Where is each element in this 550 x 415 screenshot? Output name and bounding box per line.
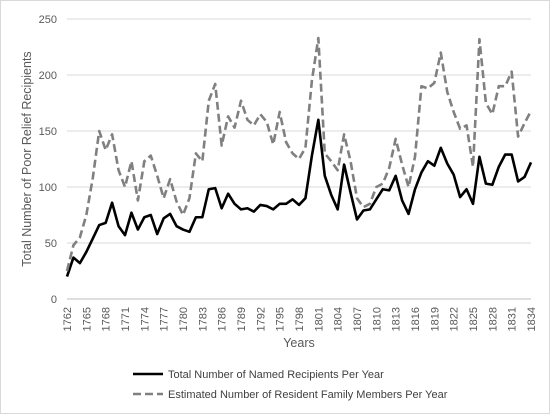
- y-axis-title: Total Number of Poor Relief Recipients: [20, 51, 34, 266]
- x-tick-label: 1762: [62, 307, 74, 331]
- x-tick-label: 1774: [139, 307, 151, 331]
- x-tick-label: 1792: [255, 307, 267, 331]
- x-tick-label: 1798: [294, 307, 306, 331]
- y-tick-label: 200: [39, 70, 57, 82]
- series-line-2: [65, 36, 533, 272]
- x-tick-label: 1819: [429, 307, 441, 331]
- x-tick-label: 1810: [371, 307, 383, 331]
- x-tick-label: 1768: [101, 307, 113, 331]
- x-tick-label: 1828: [487, 307, 499, 331]
- x-tick-label: 1786: [217, 307, 229, 331]
- legend: Total Number of Named Recipients Per Yea…: [133, 369, 448, 401]
- x-tick-label: 1831: [507, 307, 519, 331]
- x-tick-label: 1777: [159, 307, 171, 331]
- gridlines: [67, 18, 531, 244]
- x-tick-label: 1807: [352, 307, 364, 331]
- y-tick-label: 250: [39, 14, 57, 26]
- x-tick-label: 1813: [391, 307, 403, 331]
- legend-label-2: Estimated Number of Resident Family Memb…: [168, 389, 448, 401]
- x-axis-title: Years: [283, 336, 315, 350]
- series-line-1: [65, 118, 533, 278]
- x-tick-label: 1822: [449, 307, 461, 331]
- y-tick-label: 100: [39, 182, 57, 194]
- x-tick-label: 1801: [313, 307, 325, 331]
- series-lines: [65, 36, 533, 278]
- x-tick-label: 1825: [468, 307, 480, 331]
- y-tick-label: 0: [51, 294, 57, 306]
- x-tick-label: 1804: [333, 307, 345, 331]
- x-tick-label: 1789: [236, 307, 248, 331]
- x-tick-label: 1765: [81, 307, 93, 331]
- x-axis-ticks: 1762 1765 1768 1771 1774 1777 1780 1783 1786 1789…: [62, 307, 538, 331]
- x-tick-label: 1780: [178, 307, 190, 331]
- y-tick-label: 50: [45, 238, 57, 250]
- x-tick-label: 1771: [120, 307, 132, 331]
- x-tick-label: 1783: [197, 307, 209, 331]
- y-axis-ticks: 0 50 100 150 200 250: [39, 14, 57, 306]
- y-tick-label: 150: [39, 126, 57, 138]
- x-tick-label: 1834: [526, 307, 538, 331]
- legend-label-1: Total Number of Named Recipients Per Yea…: [168, 369, 384, 381]
- x-tick-label: 1816: [410, 307, 422, 331]
- x-tick-label: 1795: [275, 307, 287, 331]
